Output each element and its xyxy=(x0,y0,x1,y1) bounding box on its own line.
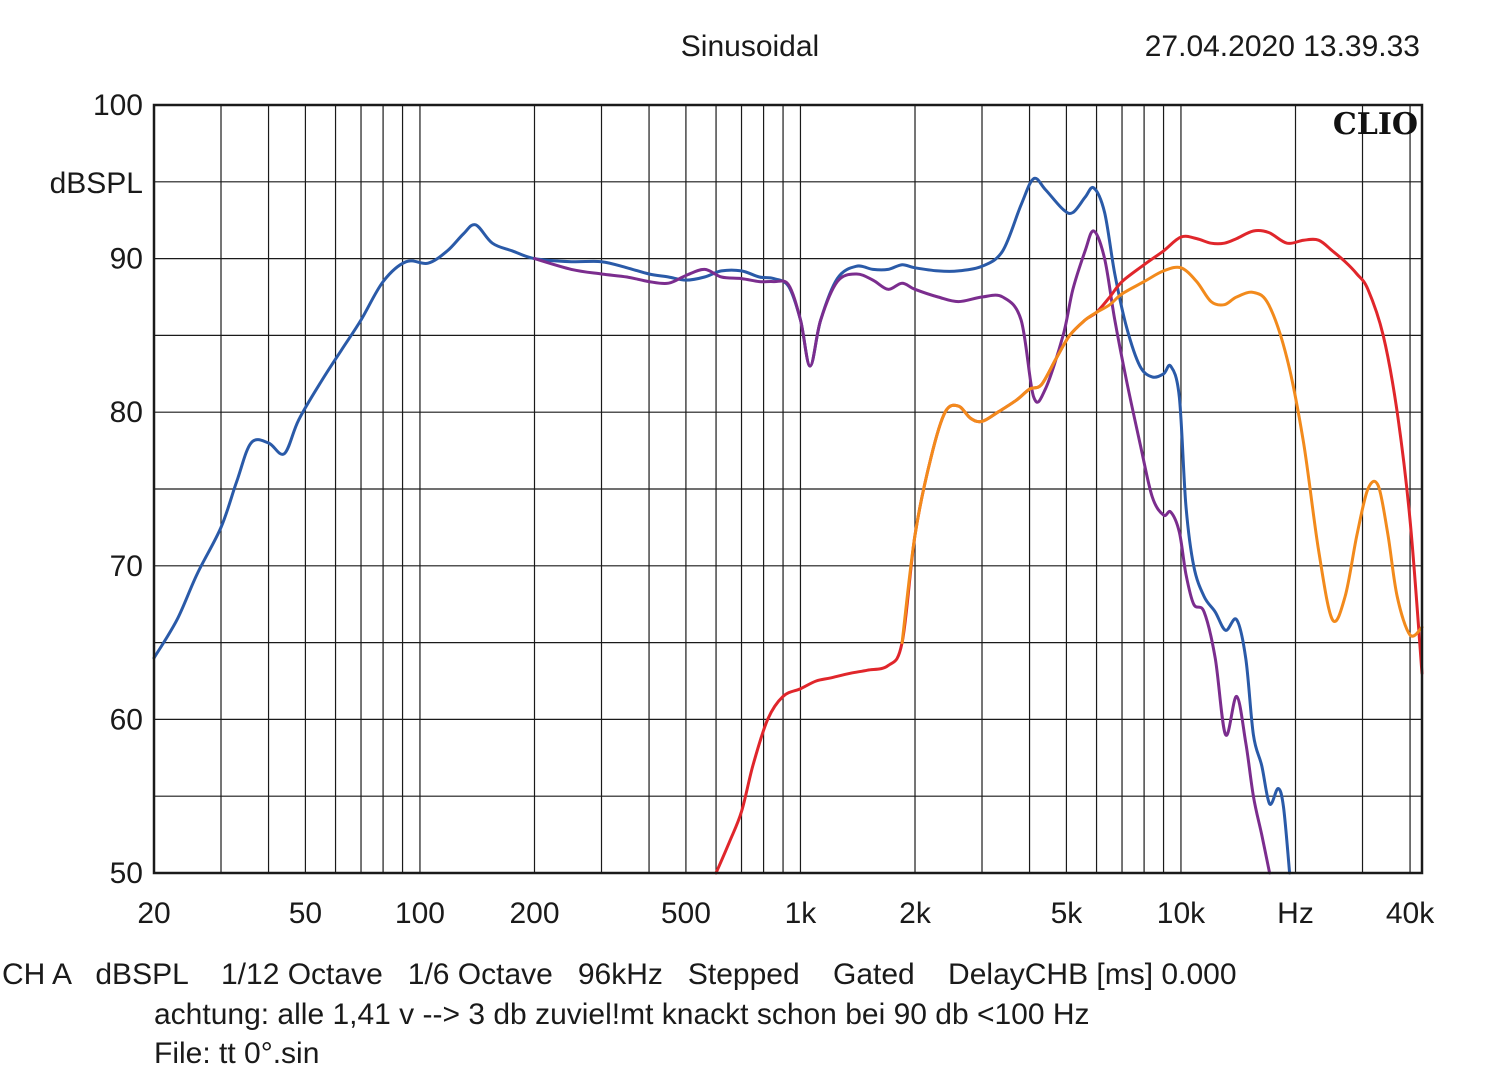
chart-grid xyxy=(154,105,1422,873)
y-tick-label: 70 xyxy=(110,550,143,583)
timestamp: 27.04.2020 13.39.33 xyxy=(1145,30,1420,63)
x-tick-label: 5k xyxy=(1051,897,1084,930)
x-tick-label: 40k xyxy=(1386,897,1435,930)
y-axis-label: dBSPL xyxy=(50,167,143,200)
y-tick-label: 90 xyxy=(110,243,143,276)
y-tick-label: 80 xyxy=(110,396,143,429)
footer-settings-line: CH A dBSPL 1/12 Octave 1/6 Octave 96kHz … xyxy=(2,958,1237,991)
x-tick-label: 500 xyxy=(661,897,711,930)
x-tick-label: 100 xyxy=(395,897,445,930)
series-line-1 xyxy=(152,176,1292,875)
series-line-4 xyxy=(900,265,1424,645)
x-tick-label: Hz xyxy=(1277,897,1314,930)
x-tick-label: 1k xyxy=(785,897,818,930)
y-tick-label: 50 xyxy=(110,857,143,890)
x-tick-labels: 20 50 100 200 500 1k 2k 5k 10k Hz 40k xyxy=(137,897,1435,930)
x-tick-label: 200 xyxy=(509,897,559,930)
footer-note-line: achtung: alle 1,41 v --> 3 db zuviel!mt … xyxy=(154,998,1090,1031)
x-tick-label: 50 xyxy=(289,897,322,930)
y-tick-label: 100 xyxy=(93,89,143,122)
x-tick-label: 2k xyxy=(899,897,932,930)
x-tick-label: 20 xyxy=(137,897,170,930)
footer-file-line: File: tt 0°.sin xyxy=(154,1037,319,1070)
brand-logo: CLIO xyxy=(1333,107,1418,142)
x-tick-label: 10k xyxy=(1157,897,1206,930)
chart-curves xyxy=(152,176,1424,875)
series-line-3 xyxy=(714,228,1424,875)
y-tick-label: 60 xyxy=(110,703,143,736)
chart-title: Sinusoidal xyxy=(681,30,819,63)
series-line-2 xyxy=(533,229,1272,875)
plot-frame xyxy=(152,103,1424,875)
y-tick-labels: 100 90 80 70 60 50 xyxy=(93,89,143,890)
